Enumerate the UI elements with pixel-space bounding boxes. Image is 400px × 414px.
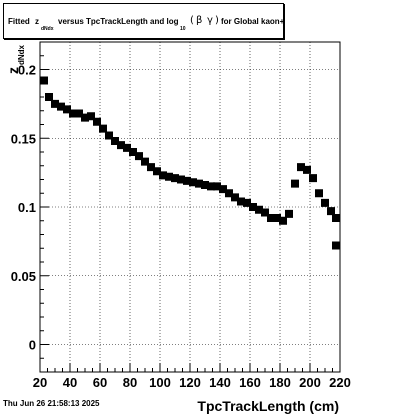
y-axis-label-main: z	[5, 67, 21, 74]
y-axis-label-sub: dNdx	[17, 44, 26, 65]
data-point	[111, 137, 119, 145]
data-point	[63, 105, 71, 114]
title-beta: β	[196, 15, 203, 26]
title-gamma: γ	[207, 15, 213, 26]
y-tick-label: 0.05	[11, 269, 36, 284]
data-point	[123, 143, 131, 152]
data-point	[75, 109, 83, 118]
data-point	[165, 172, 173, 181]
data-point	[249, 203, 257, 211]
data-point	[285, 209, 293, 218]
x-tick-label: 100	[149, 375, 171, 390]
data-point	[40, 76, 48, 85]
data-point	[255, 205, 263, 214]
y-axis-label: z dNdx	[5, 44, 26, 74]
data-point	[153, 167, 161, 176]
data-point	[135, 152, 143, 161]
data-point	[231, 193, 239, 202]
data-point	[45, 93, 53, 101]
x-tick-label: 40	[63, 375, 77, 390]
data-point	[219, 185, 227, 194]
data-point	[195, 179, 203, 188]
data-point	[141, 157, 149, 166]
x-tick-label: 200	[299, 375, 321, 390]
data-point	[332, 241, 340, 250]
data-point	[177, 175, 185, 184]
title-log-subscript: 10	[180, 26, 186, 32]
y-tick-label: 0.2	[18, 63, 36, 78]
title-suffix: for Global kaon+	[221, 17, 285, 26]
grid	[40, 42, 340, 372]
ticks	[39, 41, 341, 373]
data-markers	[40, 76, 340, 250]
x-tick-label: 20	[33, 375, 47, 390]
data-point	[147, 163, 155, 172]
y-tick-label: 0.15	[11, 131, 36, 146]
data-point	[309, 174, 317, 183]
title-z-subscript: dNdx	[41, 26, 54, 32]
data-point	[171, 174, 179, 183]
data-point	[291, 179, 299, 188]
x-tick-label: 60	[93, 375, 107, 390]
data-point	[99, 124, 107, 133]
data-point	[201, 181, 209, 189]
x-tick-label: 140	[209, 375, 231, 390]
data-point	[87, 112, 95, 121]
x-tick-label: 80	[123, 375, 137, 390]
title-paren-close: )	[215, 15, 219, 26]
x-tick-label: 220	[329, 375, 351, 390]
data-point	[129, 148, 137, 156]
data-point	[303, 165, 311, 174]
data-point	[279, 216, 287, 225]
data-point	[57, 102, 65, 111]
data-point	[273, 214, 281, 222]
data-point	[261, 208, 269, 217]
data-point	[81, 113, 89, 122]
data-point	[321, 198, 329, 207]
data-point	[105, 131, 113, 140]
data-point	[267, 214, 275, 222]
data-point	[117, 141, 125, 150]
title-middle: versus TpcTrackLength and log	[58, 17, 179, 26]
x-tick-label: 160	[239, 375, 261, 390]
y-tick-label: 0	[29, 338, 36, 353]
title-prefix: Fitted	[8, 17, 30, 26]
data-point	[69, 109, 77, 118]
x-tick-label: 120	[179, 375, 201, 390]
data-point	[93, 117, 101, 126]
data-point	[237, 197, 245, 206]
data-point	[189, 178, 197, 187]
x-axis-label: TpcTrackLength (cm)	[197, 398, 339, 414]
data-point	[183, 176, 191, 185]
data-point	[225, 189, 233, 198]
data-point	[297, 163, 305, 172]
data-point	[315, 189, 323, 198]
data-point	[51, 99, 59, 108]
title-box: Fitted z dNdx versus TpcTrackLength and …	[3, 3, 284, 39]
tick-labels: 20 40 60 80 100 120 140 160 180 200 220 0 0.05 0.1 0.1…	[11, 63, 351, 391]
y-tick-label: 0.1	[18, 200, 36, 215]
title-paren-open: (	[190, 15, 194, 26]
x-tick-label: 180	[269, 375, 291, 390]
data-point	[159, 171, 167, 180]
footer-date: Thu Jun 26 21:58:13 2025	[3, 399, 100, 408]
data-point	[213, 182, 221, 191]
data-point	[243, 198, 251, 207]
data-point	[332, 214, 340, 222]
data-point	[207, 182, 215, 191]
data-point	[327, 207, 335, 216]
title-z-symbol: z	[35, 17, 39, 26]
